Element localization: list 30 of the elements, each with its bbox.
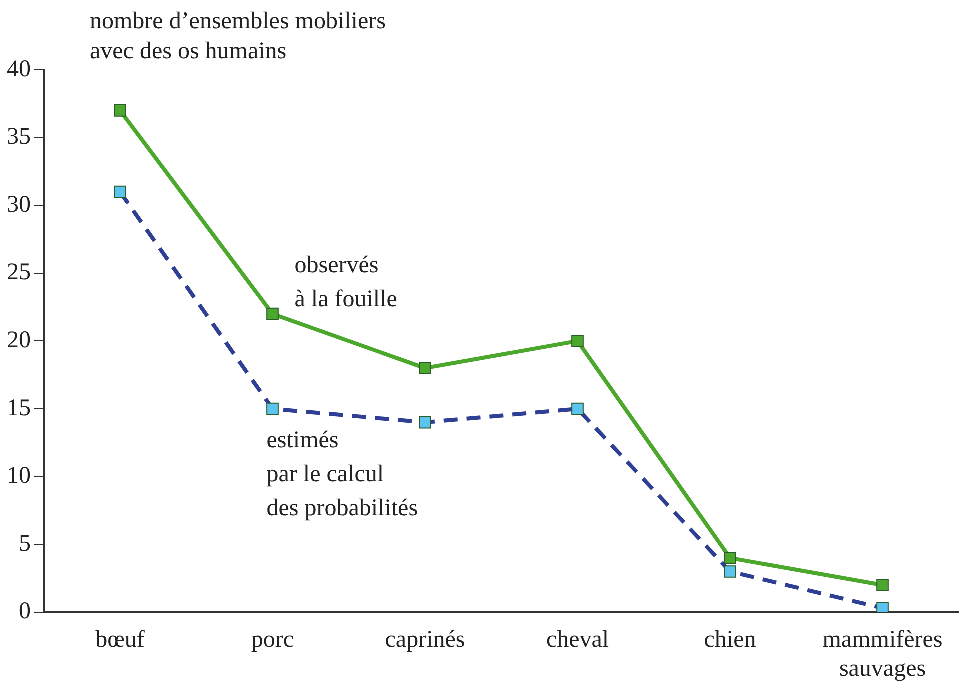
y-axis-title: nombre d’ensembles mobiliers avec des os humains (90, 8, 386, 64)
series-label: estimés par le calcul des probabilités (266, 427, 418, 522)
y-tick-label: 25 (7, 260, 31, 286)
x-tick-label: bœuf (96, 627, 145, 654)
y-tick-label: 10 (7, 463, 31, 490)
x-tick-label: porc (251, 627, 294, 654)
y-tick-label: 0 (19, 598, 31, 625)
x-tick-label: mammifères sauvages (822, 627, 943, 682)
y-tick-label: 20 (7, 327, 31, 354)
series-label: observés à la fouille (294, 252, 398, 312)
y-tick-label: 15 (7, 395, 31, 422)
point (114, 186, 126, 198)
point (724, 566, 736, 578)
point (876, 579, 889, 592)
x-tick-label: cheval (546, 627, 610, 654)
y-tick-label: 35 (7, 124, 31, 150)
point (572, 402, 584, 416)
y-tick-label: 30 (7, 192, 31, 218)
x-tick-label: chien (704, 627, 756, 654)
point (266, 402, 279, 416)
point (572, 335, 584, 348)
x-tick-label: caprinés (385, 627, 466, 654)
point (876, 602, 889, 612)
point (724, 552, 736, 564)
point (266, 308, 279, 320)
point (419, 416, 432, 429)
point (419, 362, 432, 374)
y-tick-label: 5 (19, 530, 31, 557)
point (114, 104, 126, 117)
y-tick-label: 40 (7, 56, 31, 82)
